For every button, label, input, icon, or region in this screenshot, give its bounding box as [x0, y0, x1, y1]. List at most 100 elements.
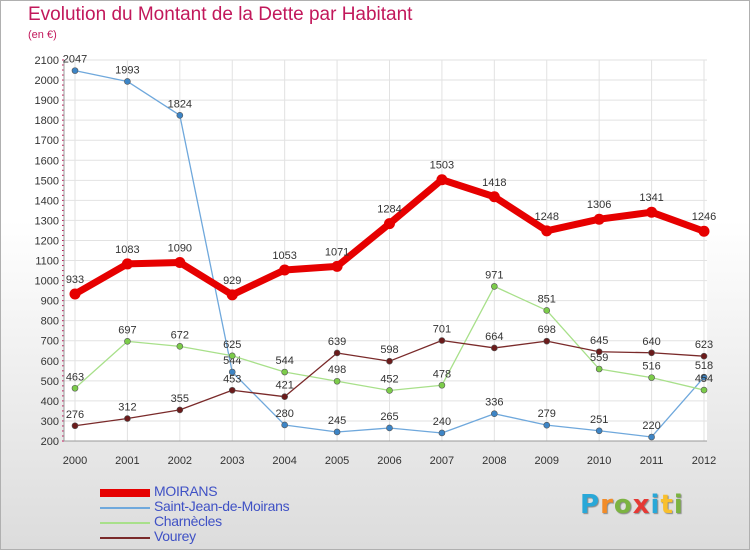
- y-tick-label: 1100: [35, 256, 59, 268]
- data-point: [700, 352, 708, 360]
- data-point: [333, 428, 341, 436]
- y-tick-label: 400: [41, 396, 59, 408]
- data-label: 251: [590, 414, 608, 426]
- plot-area: [64, 60, 707, 441]
- data-label: 645: [590, 335, 608, 347]
- y-tick-label: 1500: [35, 175, 59, 187]
- data-point: [228, 352, 236, 360]
- x-tick-label: 2005: [325, 455, 349, 467]
- data-point: [71, 384, 79, 392]
- chart-title: Evolution du Montant de la Dette par Hab…: [28, 4, 413, 25]
- y-tick-label: 300: [41, 416, 59, 428]
- data-point: [595, 365, 603, 373]
- x-tick-label: 2006: [377, 455, 401, 467]
- brand-letter: r: [600, 490, 614, 520]
- data-label: 1053: [272, 250, 296, 262]
- data-point: [543, 307, 551, 314]
- data-label: 701: [433, 324, 451, 336]
- y-tick-label: 1400: [35, 195, 59, 207]
- data-point: [386, 387, 393, 394]
- data-label: 1341: [639, 192, 663, 204]
- y-tick-label: 800: [41, 316, 59, 328]
- data-point: [333, 377, 341, 385]
- x-tick-label: 2009: [535, 455, 559, 467]
- data-label: 544: [275, 355, 293, 367]
- data-point: [176, 112, 184, 119]
- data-label: 971: [485, 269, 503, 281]
- data-label: 452: [380, 373, 398, 385]
- y-tick-label: 600: [41, 356, 59, 368]
- data-point: [124, 338, 131, 345]
- data-point: [438, 381, 446, 389]
- data-point: [384, 218, 395, 230]
- data-label: 623: [695, 339, 713, 351]
- legend-swatch: [100, 522, 150, 524]
- data-point: [543, 337, 551, 345]
- data-label: 1306: [587, 199, 611, 211]
- brand-letter: i: [673, 490, 684, 520]
- brand-letter: x: [632, 490, 651, 520]
- data-label: 240: [433, 416, 451, 428]
- brand-logo: Proxiti: [580, 490, 684, 520]
- data-point: [593, 213, 605, 225]
- data-label: 220: [642, 420, 660, 432]
- data-point: [698, 225, 710, 237]
- data-point: [438, 429, 446, 437]
- data-label: 279: [538, 408, 556, 420]
- data-label: 1090: [168, 243, 192, 255]
- data-point: [124, 78, 131, 85]
- data-point: [488, 191, 500, 203]
- y-tick-label: 500: [41, 376, 59, 388]
- legend-label: MOIRANS: [154, 483, 218, 499]
- data-label: 929: [223, 275, 241, 287]
- data-label: 1503: [430, 160, 454, 172]
- brand-letter: o: [613, 490, 633, 520]
- data-point: [386, 424, 393, 432]
- data-point: [331, 260, 343, 272]
- data-label: 697: [118, 324, 136, 336]
- data-label: 421: [275, 380, 293, 392]
- data-point: [595, 427, 603, 435]
- brand-letter: P: [580, 490, 601, 520]
- data-label: 933: [66, 274, 84, 286]
- data-label: 498: [328, 364, 346, 376]
- data-label: 544: [223, 355, 241, 367]
- data-point: [281, 368, 288, 376]
- data-point: [700, 386, 708, 394]
- data-point: [646, 206, 658, 218]
- brand-letter: i: [650, 490, 661, 520]
- chart-subtitle: (en €): [28, 29, 57, 41]
- data-label: 1993: [115, 64, 139, 76]
- y-tick-label: 1000: [35, 276, 59, 288]
- x-tick-label: 2012: [692, 455, 716, 467]
- data-point: [228, 368, 236, 376]
- x-tick-label: 2010: [587, 455, 611, 467]
- data-label: 516: [642, 361, 660, 373]
- data-label: 454: [695, 373, 713, 385]
- data-label: 245: [328, 415, 346, 427]
- data-point: [124, 415, 131, 422]
- data-point: [69, 288, 81, 300]
- legend-label: Saint-Jean-de-Moirans: [154, 498, 290, 514]
- data-point: [176, 343, 184, 350]
- data-point: [648, 433, 655, 441]
- data-point: [121, 258, 133, 270]
- y-tick-label: 1200: [35, 235, 59, 247]
- x-tick-label: 2003: [220, 455, 244, 467]
- data-label: 1418: [482, 177, 506, 189]
- data-point: [541, 225, 553, 237]
- data-label: 336: [485, 397, 503, 409]
- data-point: [176, 406, 184, 414]
- data-point: [436, 174, 448, 186]
- data-label: 664: [485, 331, 503, 343]
- data-label: 1284: [377, 204, 401, 216]
- data-label: 355: [171, 393, 189, 405]
- data-label: 1246: [692, 211, 716, 223]
- data-point: [491, 283, 498, 290]
- data-label: 1083: [115, 244, 139, 256]
- data-point: [438, 337, 446, 344]
- data-point: [595, 348, 603, 356]
- data-point: [71, 422, 79, 430]
- data-point: [648, 374, 655, 381]
- legend-label: Vourey: [154, 528, 196, 544]
